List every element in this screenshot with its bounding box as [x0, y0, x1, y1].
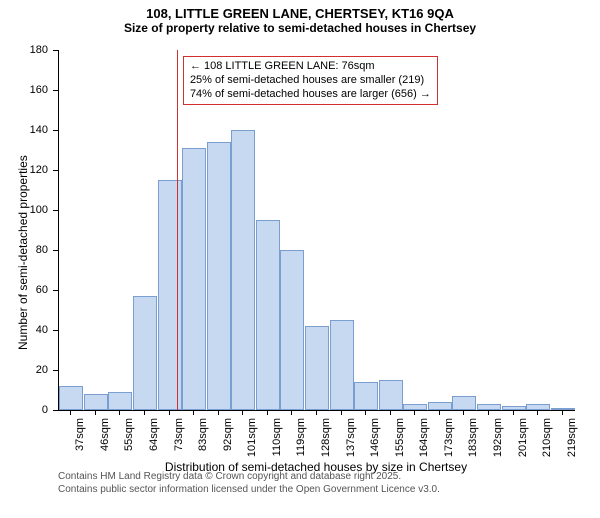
y-tick-label: 80: [0, 244, 48, 256]
x-tick-label: 164sqm: [418, 418, 430, 518]
histogram-bar: [428, 402, 452, 410]
histogram-bar: [452, 396, 476, 410]
histogram-bar: [502, 406, 526, 410]
y-tick-mark: [53, 290, 58, 291]
x-tick-label: 101sqm: [246, 418, 258, 518]
y-tick-label: 100: [0, 204, 48, 216]
x-tick-label: 83sqm: [197, 418, 209, 518]
y-tick-label: 60: [0, 284, 48, 296]
y-tick-label: 40: [0, 324, 48, 336]
x-tick-label: 173sqm: [443, 418, 455, 518]
histogram-bar: [354, 382, 378, 410]
plot-area: ← 108 LITTLE GREEN LANE: 76sqm25% of sem…: [58, 50, 575, 411]
x-tick-label: 183sqm: [467, 418, 479, 518]
y-tick-label: 180: [0, 44, 48, 56]
y-tick-mark: [53, 250, 58, 251]
histogram-bar: [330, 320, 354, 410]
x-tick-mark: [414, 410, 415, 415]
x-tick-mark: [439, 410, 440, 415]
x-tick-mark: [341, 410, 342, 415]
chart-title-sub: Size of property relative to semi-detach…: [0, 21, 600, 35]
x-tick-label: 46sqm: [99, 418, 111, 518]
y-tick-label: 160: [0, 84, 48, 96]
callout-box: ← 108 LITTLE GREEN LANE: 76sqm25% of sem…: [183, 56, 438, 105]
x-tick-label: 146sqm: [369, 418, 381, 518]
x-tick-mark: [144, 410, 145, 415]
x-tick-mark: [463, 410, 464, 415]
chart-title-main: 108, LITTLE GREEN LANE, CHERTSEY, KT16 9…: [0, 0, 600, 21]
x-tick-label: 128sqm: [320, 418, 332, 518]
x-tick-mark: [218, 410, 219, 415]
x-tick-mark: [562, 410, 563, 415]
x-tick-mark: [291, 410, 292, 415]
x-tick-mark: [70, 410, 71, 415]
callout-line: 74% of semi-detached houses are larger (…: [190, 88, 431, 102]
x-tick-mark: [242, 410, 243, 415]
histogram-bar: [551, 408, 575, 410]
histogram-bar: [305, 326, 329, 410]
histogram-bar: [59, 386, 83, 410]
histogram-bar: [133, 296, 157, 410]
x-tick-label: 55sqm: [123, 418, 135, 518]
x-tick-mark: [193, 410, 194, 415]
x-tick-label: 64sqm: [148, 418, 160, 518]
y-tick-label: 120: [0, 164, 48, 176]
y-tick-mark: [53, 170, 58, 171]
x-tick-label: 219sqm: [566, 418, 578, 518]
x-tick-label: 119sqm: [295, 418, 307, 518]
histogram-bar: [280, 250, 304, 410]
y-tick-mark: [53, 90, 58, 91]
x-tick-label: 110sqm: [271, 418, 283, 518]
histogram-bar: [379, 380, 403, 410]
x-tick-label: 73sqm: [173, 418, 185, 518]
x-tick-label: 137sqm: [345, 418, 357, 518]
y-tick-label: 140: [0, 124, 48, 136]
x-tick-label: 192sqm: [492, 418, 504, 518]
callout-line: ← 108 LITTLE GREEN LANE: 76sqm: [190, 60, 431, 74]
x-tick-label: 92sqm: [222, 418, 234, 518]
reference-line: [177, 50, 178, 410]
callout-line: 25% of semi-detached houses are smaller …: [190, 74, 431, 88]
y-tick-mark: [53, 370, 58, 371]
histogram-bar: [182, 148, 206, 410]
histogram-bar: [158, 180, 182, 410]
histogram-bar: [84, 394, 108, 410]
y-tick-mark: [53, 50, 58, 51]
histogram-bar: [231, 130, 255, 410]
x-tick-label: 201sqm: [517, 418, 529, 518]
chart-container: 108, LITTLE GREEN LANE, CHERTSEY, KT16 9…: [0, 0, 600, 500]
y-tick-mark: [53, 330, 58, 331]
histogram-bar: [207, 142, 231, 410]
x-tick-mark: [316, 410, 317, 415]
histogram-bar: [256, 220, 280, 410]
x-tick-label: 37sqm: [74, 418, 86, 518]
x-tick-mark: [537, 410, 538, 415]
x-tick-label: 210sqm: [541, 418, 553, 518]
histogram-bar: [108, 392, 132, 410]
x-tick-mark: [390, 410, 391, 415]
x-tick-mark: [513, 410, 514, 415]
x-tick-mark: [488, 410, 489, 415]
y-tick-mark: [53, 410, 58, 411]
x-tick-mark: [119, 410, 120, 415]
y-tick-mark: [53, 130, 58, 131]
x-tick-mark: [365, 410, 366, 415]
x-tick-mark: [267, 410, 268, 415]
y-tick-label: 20: [0, 364, 48, 376]
x-tick-mark: [95, 410, 96, 415]
x-tick-mark: [169, 410, 170, 415]
y-tick-mark: [53, 210, 58, 211]
y-tick-label: 0: [0, 404, 48, 416]
x-tick-label: 155sqm: [394, 418, 406, 518]
